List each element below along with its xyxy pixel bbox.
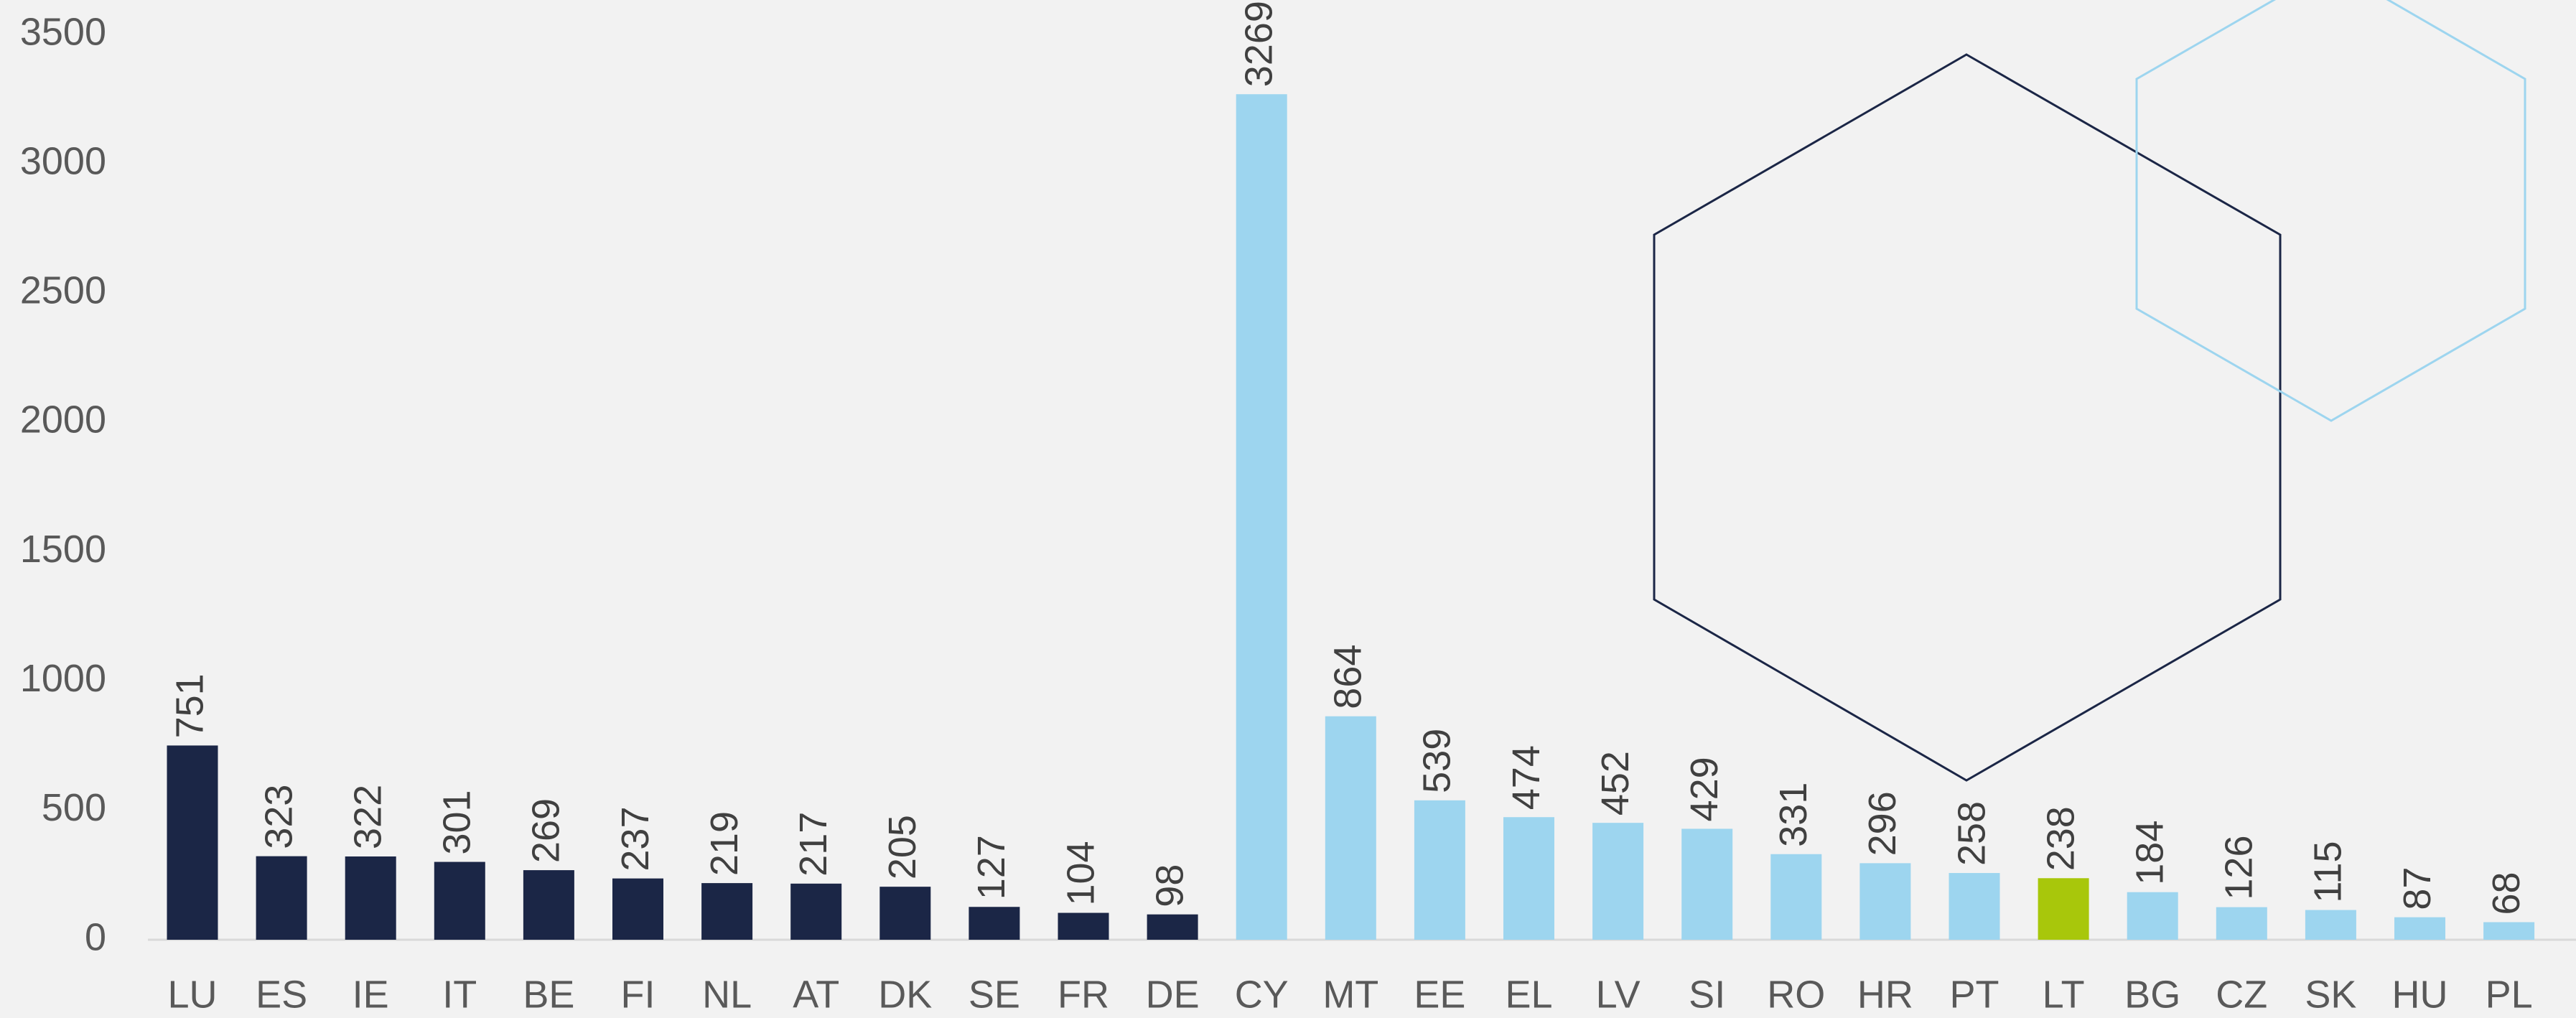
y-tick-label: 0 (85, 915, 106, 958)
x-tick-label: IT (442, 973, 477, 1016)
bar (879, 887, 930, 940)
x-tick-label: LU (167, 973, 217, 1016)
x-tick-label: NL (702, 973, 752, 1016)
data-label: 238 (2039, 806, 2082, 871)
bar (2038, 878, 2089, 940)
x-tick-label: IE (353, 973, 389, 1016)
data-label: 68 (2485, 872, 2528, 915)
bar (1147, 915, 1198, 940)
bar (256, 856, 307, 940)
bar (167, 745, 218, 940)
data-label: 217 (792, 812, 835, 877)
x-tick-label: PT (1949, 973, 1999, 1016)
x-tick-label: DK (878, 973, 932, 1016)
x-tick-label: HU (2392, 973, 2448, 1016)
x-tick-label: DE (1146, 973, 1200, 1016)
x-tick-label: RO (1767, 973, 1825, 1016)
x-tick-label: PL (2486, 973, 2533, 1016)
bar (2305, 910, 2356, 940)
bar (1414, 800, 1465, 940)
bar (1058, 913, 1109, 940)
x-tick-label: SI (1689, 973, 1725, 1016)
bar (1503, 817, 1554, 940)
x-tick-label: ES (256, 973, 307, 1016)
x-tick-label: CY (1235, 973, 1289, 1016)
x-tick-label: EE (1414, 973, 1465, 1016)
bar (1859, 863, 1910, 940)
bar (1681, 828, 1732, 940)
data-label: 3269 (1237, 1, 1280, 87)
x-tick-label: SE (969, 973, 1020, 1016)
data-label: 296 (1861, 791, 1904, 856)
y-tick-label: 2000 (20, 398, 106, 442)
chart: 0 500 1000 1500 2000 2500 3000 3500 LU 751 ES 323 IE… (0, 0, 2576, 1018)
bar (1325, 716, 1376, 940)
data-label: 429 (1683, 757, 1726, 821)
data-label: 98 (1148, 864, 1191, 907)
data-label: 115 (2307, 841, 2350, 902)
x-tick-label: BG (2124, 973, 2180, 1016)
x-tick-label: EL (1505, 973, 1552, 1016)
x-tick-label: AT (793, 973, 839, 1016)
x-tick-label: HR (1857, 973, 1913, 1016)
data-label: 864 (1327, 645, 1370, 709)
y-tick-label: 1500 (20, 528, 106, 571)
data-label: 87 (2396, 867, 2439, 910)
x-tick-label: MT (1322, 973, 1378, 1016)
bar (2394, 917, 2445, 940)
y-tick-label: 3000 (20, 139, 106, 182)
bar (1592, 823, 1643, 940)
bar (2127, 892, 2178, 940)
data-label: 539 (1416, 729, 1459, 793)
bar (969, 907, 1019, 940)
bar (701, 883, 752, 940)
data-label: 127 (970, 835, 1013, 900)
bar (1949, 873, 2000, 940)
y-tick-label: 1000 (20, 657, 106, 700)
data-label: 322 (346, 785, 389, 849)
bar (790, 884, 841, 940)
data-label: 126 (2218, 835, 2261, 900)
data-label: 269 (525, 798, 568, 863)
data-label: 184 (2128, 821, 2171, 885)
y-tick-label: 2500 (20, 269, 106, 312)
y-tick-label: 3500 (20, 10, 106, 53)
bar (2483, 923, 2534, 940)
data-label: 104 (1059, 841, 1102, 905)
data-label: 751 (168, 673, 211, 738)
data-label: 323 (257, 785, 300, 849)
data-label: 301 (436, 790, 479, 854)
data-label: 452 (1594, 751, 1637, 816)
bar (2216, 907, 2267, 940)
bar (523, 870, 574, 940)
x-tick-label: LT (2043, 973, 2085, 1016)
data-label: 205 (881, 815, 924, 879)
y-tick-label: 500 (42, 786, 106, 829)
data-label: 474 (1505, 745, 1548, 810)
x-tick-label: FI (621, 973, 655, 1016)
data-label: 331 (1772, 783, 1815, 847)
x-tick-label: FR (1058, 973, 1109, 1016)
data-label: 219 (703, 811, 746, 876)
bar (434, 862, 485, 940)
hexagon-decoration (2137, 0, 2525, 421)
bar (345, 856, 396, 940)
hexagon-decoration (1654, 55, 2280, 780)
x-tick-label: SK (2305, 973, 2356, 1016)
bar (1770, 854, 1821, 940)
x-tick-label: CZ (2216, 973, 2267, 1016)
data-label: 237 (614, 807, 657, 872)
bar (612, 879, 663, 940)
x-tick-label: BE (523, 973, 574, 1016)
x-tick-label: LV (1596, 973, 1641, 1016)
data-label: 258 (1950, 801, 1993, 866)
bar (1236, 94, 1287, 940)
